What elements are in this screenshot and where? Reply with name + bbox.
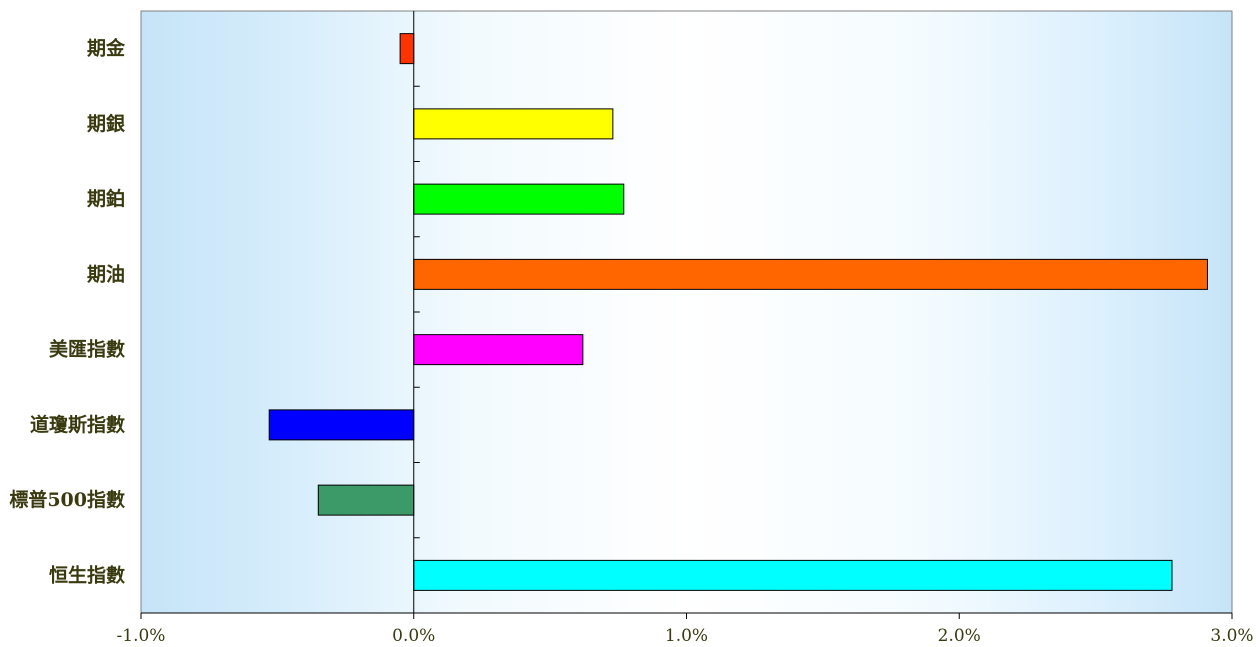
category-label: 美匯指數 [49,338,125,361]
bar-7 [317,484,415,516]
x-tick-label: 1.0% [665,626,708,646]
category-label: 期鉑 [87,187,125,210]
category-label: 期油 [87,263,125,285]
bar-1 [399,33,415,65]
category-label: 期金 [87,37,126,60]
x-tick-label: -1.0% [117,626,166,646]
x-tick-label: 2.0% [938,626,981,646]
bar-8 [413,559,1173,591]
bar-5 [413,334,584,366]
x-tick-label: 3.0% [1210,626,1253,646]
bar-3 [413,183,625,215]
x-tick-label: 0.0% [392,626,435,646]
category-label: 道瓊斯指數 [30,413,125,436]
bar-2 [413,108,614,140]
category-label: 標普500指數 [9,488,125,511]
bar-6 [268,409,415,441]
category-label: 恒生指數 [49,563,125,586]
category-label: 期銀 [87,112,125,135]
bar-4 [413,258,1208,290]
plot-area [140,10,1233,614]
